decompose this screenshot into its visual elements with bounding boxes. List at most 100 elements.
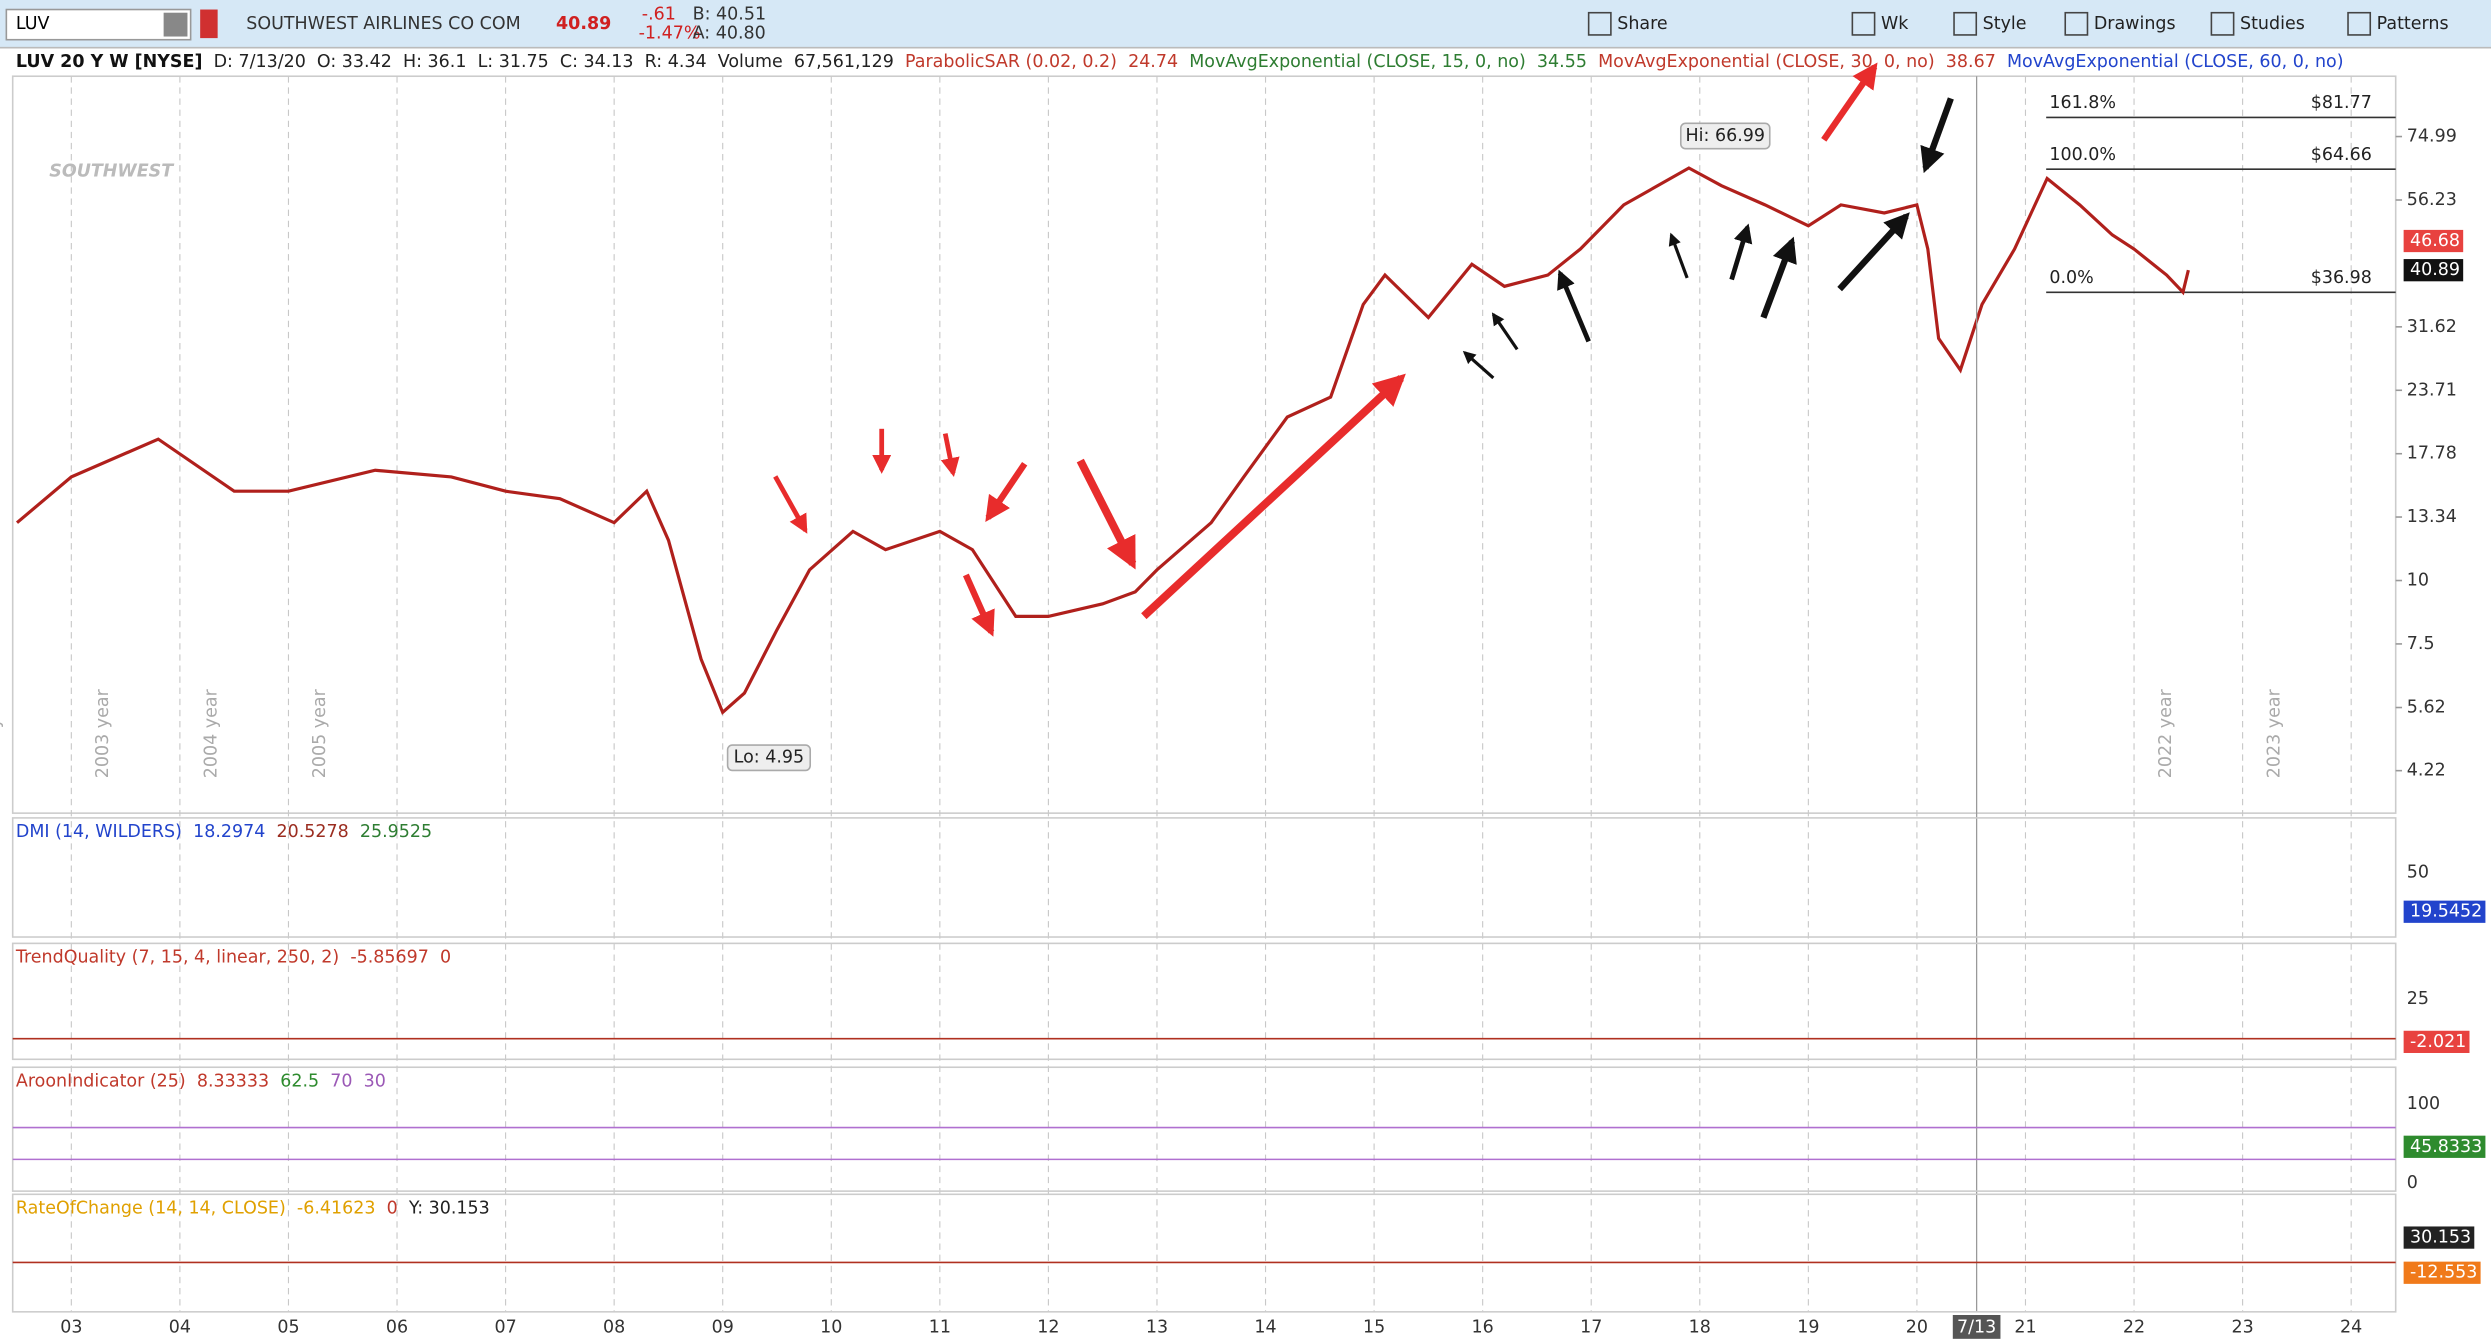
x-tick-label: 22 xyxy=(2123,1318,2145,1338)
study-header-item: 34.55 xyxy=(1537,52,1587,72)
annotation-arrow xyxy=(1760,236,1797,319)
x-tick-label: 24 xyxy=(2340,1318,2362,1338)
annotation-arrow xyxy=(985,461,1028,522)
study-marker-box xyxy=(2403,1030,2470,1053)
year-label: 2004 year xyxy=(202,688,222,778)
study-value: 18.2974 xyxy=(193,822,265,842)
study-value: 70 xyxy=(330,1072,352,1092)
annotation-arrow xyxy=(1729,223,1753,281)
study-value: -6.41623 xyxy=(297,1199,376,1219)
symbol: LUV xyxy=(16,14,50,34)
x-tick-label: 05 xyxy=(277,1318,299,1338)
toolbar xyxy=(0,0,2491,48)
toolbar-icon[interactable] xyxy=(2210,11,2235,36)
x-tick-label: 10 xyxy=(820,1318,842,1338)
annotation-arrow xyxy=(1920,97,1954,174)
annotation-arrow xyxy=(1821,62,1878,142)
year-label: 2003 year xyxy=(93,688,113,778)
y-tick-label: 23.71 xyxy=(2407,380,2457,400)
toolbar-icon[interactable] xyxy=(1851,11,1876,36)
fib-level: 161.8% xyxy=(2049,93,2116,113)
study-value: 8.33333 xyxy=(197,1072,269,1092)
toolbar-button[interactable]: Drawings xyxy=(2094,14,2176,34)
annotations xyxy=(773,62,1954,637)
y-tick-label: 13.34 xyxy=(2407,507,2457,527)
study-panel xyxy=(11,1066,2397,1192)
study-header-item: H: 36.1 xyxy=(403,52,466,72)
study-header-item: D: 7/13/20 xyxy=(214,52,306,72)
toolbar-button[interactable]: Studies xyxy=(2240,14,2305,34)
toolbar-icon[interactable] xyxy=(1953,11,1978,36)
x-tick-label: 20 xyxy=(1906,1318,1928,1338)
x-tick-label: 14 xyxy=(1254,1318,1276,1338)
toolbar-button[interactable]: Patterns xyxy=(2377,14,2449,34)
year-label: 2002 year xyxy=(0,688,5,778)
x-tick-label: 08 xyxy=(603,1318,625,1338)
annotation-arrow xyxy=(1462,350,1495,380)
annotation-arrow xyxy=(1141,373,1406,620)
study-value: 62.5 xyxy=(280,1072,319,1092)
year-label: 2023 year xyxy=(2264,688,2284,778)
x-tick-label: 13 xyxy=(1146,1318,1168,1338)
annotation-arrow xyxy=(940,433,960,478)
x-tick-label: 19 xyxy=(1797,1318,1819,1338)
study-marker: 19.5452 xyxy=(2410,902,2482,922)
x-tick-label: 18 xyxy=(1689,1318,1711,1338)
x-tick-label: 06 xyxy=(386,1318,408,1338)
ask: A: 40.80 xyxy=(693,23,766,43)
study-name: AroonIndicator (25) xyxy=(16,1072,186,1092)
study-header-item: C: 34.13 xyxy=(560,52,634,72)
study-header-item: 24.74 xyxy=(1128,52,1178,72)
y-tick-label: 31.62 xyxy=(2407,317,2457,337)
price-marker-box xyxy=(2403,259,2464,282)
study-header-item: O: 33.42 xyxy=(317,52,392,72)
study-value: 25.9525 xyxy=(360,822,432,842)
annotation-arrow xyxy=(1837,212,1910,292)
x-tick-label: 03 xyxy=(60,1318,82,1338)
date-marker-label: 7/13 xyxy=(1957,1318,1996,1338)
study-value: -5.85697 xyxy=(350,948,429,968)
y-tick-label: 5.62 xyxy=(2407,698,2446,718)
annotation-arrow xyxy=(1557,269,1591,343)
last-price: 40.89 xyxy=(556,14,611,34)
study-marker-box xyxy=(2403,1226,2475,1249)
fib-price: $81.77 xyxy=(2311,93,2372,113)
alert-icon xyxy=(200,9,218,39)
study-header-item: MovAvgExponential (CLOSE, 15, 0, no) xyxy=(1189,52,1526,72)
study-y-tick-label: 100 xyxy=(2407,1094,2440,1114)
y-tick-label: 4.22 xyxy=(2407,761,2446,781)
study-panel xyxy=(11,1193,2397,1313)
toolbar-button[interactable]: Style xyxy=(1983,14,2027,34)
study-header-item: ParabolicSAR (0.02, 0.2) xyxy=(905,52,1117,72)
study-marker: 30.153 xyxy=(2410,1228,2471,1248)
toolbar-icon[interactable] xyxy=(1587,11,1612,36)
study-header-item: MovAvgExponential (CLOSE, 60, 0, no) xyxy=(2007,52,2344,72)
year-label: 2022 year xyxy=(2156,688,2176,778)
study-header-item: MovAvgExponential (CLOSE, 30, 0, no) xyxy=(1598,52,1935,72)
study-y-tick-label: 50 xyxy=(2407,862,2429,882)
study-value: 0 xyxy=(387,1199,398,1219)
fib-price: $64.66 xyxy=(2311,145,2372,165)
toolbar-icon[interactable] xyxy=(2347,11,2372,36)
symbol-dropdown[interactable] xyxy=(163,12,188,37)
lo-label: Lo: 4.95 xyxy=(734,748,804,768)
toolbar-button[interactable]: Share xyxy=(1617,14,1667,34)
study-value: 30 xyxy=(364,1072,386,1092)
study-name: RateOfChange (14, 14, CLOSE) xyxy=(16,1199,286,1219)
fib-level: 0.0% xyxy=(2049,268,2093,288)
x-tick-label: 17 xyxy=(1580,1318,1602,1338)
change-pct: -1.47% xyxy=(639,23,701,43)
change: -.61 xyxy=(642,4,676,24)
study-value: 20.5278 xyxy=(276,822,348,842)
study-header-item: R: 4.34 xyxy=(645,52,707,72)
x-tick-label: 11 xyxy=(929,1318,951,1338)
symbol-input[interactable] xyxy=(5,8,192,41)
study-header-item: LUV 20 Y W [NYSE] xyxy=(16,52,203,72)
toolbar-icon[interactable] xyxy=(2064,11,2089,36)
fib-level: 100.0% xyxy=(2049,145,2116,165)
annotation-arrow xyxy=(1668,232,1689,279)
y-tick-label: 56.23 xyxy=(2407,190,2457,210)
toolbar-button[interactable]: Wk xyxy=(1881,14,1909,34)
study-marker-box xyxy=(2403,1135,2486,1158)
date-marker-box xyxy=(1952,1315,2001,1339)
